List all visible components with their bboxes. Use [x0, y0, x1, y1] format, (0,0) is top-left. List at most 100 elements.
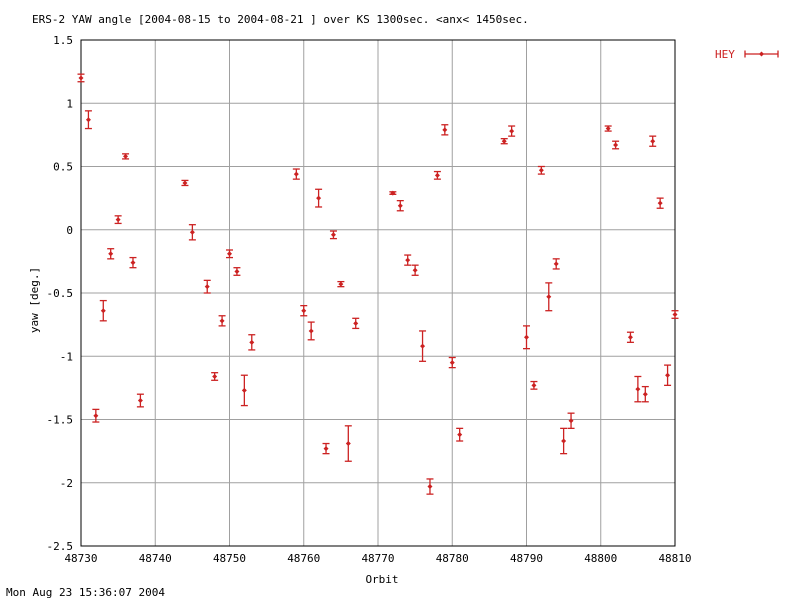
data-point	[448, 356, 456, 369]
point-marker	[501, 138, 507, 144]
point-marker	[130, 260, 136, 266]
data-point	[523, 325, 530, 350]
point-marker	[234, 268, 240, 274]
point-marker	[434, 172, 440, 178]
data-point	[604, 125, 612, 132]
data-point	[122, 153, 130, 160]
point-marker	[219, 318, 225, 324]
data-point	[530, 380, 538, 390]
data-point	[107, 248, 115, 260]
point-marker	[137, 398, 143, 404]
footer-timestamp: Mon Aug 23 15:36:07 2004	[6, 586, 165, 599]
data-point	[344, 425, 352, 462]
point-marker	[397, 203, 403, 209]
point-marker	[323, 446, 329, 452]
point-marker	[123, 153, 129, 159]
data-point	[315, 188, 323, 208]
point-marker	[249, 339, 255, 345]
point-marker	[293, 171, 299, 177]
legend-label-hey: HEY	[715, 48, 735, 61]
point-marker	[308, 328, 314, 334]
y-axis-ticks: -2.5 -2 -1.5 -1 -0.5 0 0.5 1 1.5	[47, 34, 74, 553]
data-point	[181, 179, 189, 187]
point-marker	[657, 200, 663, 206]
point-marker	[204, 284, 210, 290]
point-marker	[189, 229, 195, 235]
data-point	[92, 408, 100, 423]
data-point	[411, 264, 419, 276]
data-point	[552, 258, 560, 270]
point-marker	[85, 117, 91, 123]
data-point	[656, 197, 664, 209]
data-point	[329, 230, 337, 240]
point-marker	[635, 386, 641, 392]
data-point	[337, 280, 345, 288]
y-tick-label: -1	[60, 350, 73, 363]
data-point	[671, 310, 679, 319]
data-point	[99, 299, 107, 322]
point-marker	[531, 382, 537, 388]
data-points	[77, 73, 679, 495]
data-point	[84, 110, 92, 130]
point-marker	[390, 190, 396, 196]
point-marker	[509, 128, 515, 134]
data-point	[203, 279, 211, 294]
data-point	[352, 317, 360, 330]
plot-frame	[80, 39, 676, 547]
data-point	[396, 200, 404, 212]
point-marker	[672, 312, 678, 318]
point-marker	[457, 432, 463, 438]
x-tick-label: 48750	[213, 552, 246, 565]
point-marker	[420, 343, 426, 349]
data-point	[441, 124, 449, 136]
x-tick-label: 48780	[436, 552, 469, 565]
point-marker	[405, 257, 411, 263]
legend-sample-hey	[744, 50, 779, 58]
x-tick-label: 48760	[287, 552, 320, 565]
data-point	[664, 364, 672, 386]
data-point	[404, 254, 412, 266]
data-point	[433, 170, 441, 180]
point-marker	[642, 391, 648, 397]
data-point	[419, 330, 427, 362]
data-point	[426, 478, 434, 495]
chart-grid	[80, 39, 676, 547]
point-marker	[561, 438, 567, 444]
x-tick-label: 48790	[510, 552, 543, 565]
point-marker	[427, 484, 433, 490]
data-point	[211, 372, 219, 381]
data-point	[136, 393, 144, 408]
y-tick-label: -2	[60, 477, 73, 490]
point-marker	[100, 308, 106, 314]
data-point	[626, 331, 634, 343]
data-point	[292, 168, 300, 180]
point-marker	[546, 294, 552, 300]
point-marker	[553, 261, 559, 267]
point-marker	[524, 334, 529, 340]
data-point	[240, 374, 248, 407]
x-tick-label: 48770	[361, 552, 394, 565]
point-marker	[538, 167, 544, 173]
data-point	[389, 190, 397, 196]
data-point	[500, 138, 508, 145]
legend: HEY	[715, 48, 779, 61]
data-point	[248, 334, 256, 351]
chart-title: ERS-2 YAW angle [2004-08-15 to 2004-08-2…	[32, 13, 529, 26]
y-axis-label: yaw [deg.]	[28, 267, 41, 333]
data-point	[233, 267, 241, 276]
x-tick-label: 48800	[584, 552, 617, 565]
y-tick-label: 0.5	[53, 161, 73, 174]
point-marker	[338, 281, 344, 287]
x-tick-label: 48730	[64, 552, 97, 565]
x-tick-label: 48740	[139, 552, 172, 565]
data-point	[188, 224, 196, 241]
data-point	[508, 125, 516, 137]
x-axis-ticks: 48730 48740 48750 48760 48770 48780 48790 48800…	[64, 552, 691, 565]
point-marker	[301, 308, 307, 314]
point-marker	[330, 232, 336, 238]
data-point	[545, 282, 553, 312]
point-marker	[353, 320, 359, 326]
point-marker	[605, 126, 611, 132]
y-tick-label: -0.5	[47, 287, 74, 300]
point-marker	[665, 372, 671, 378]
